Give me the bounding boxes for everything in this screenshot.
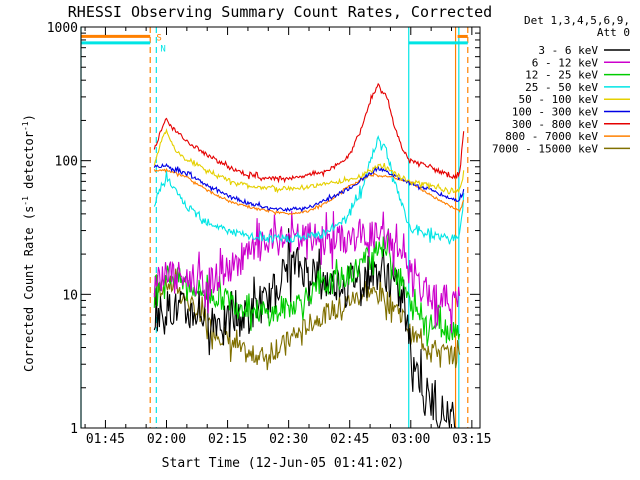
legend-label: 7000 - 15000 keV bbox=[492, 142, 598, 155]
series-line bbox=[153, 228, 456, 429]
legend-label: 800 - 7000 keV bbox=[505, 130, 598, 143]
axis-ticks: 01:45 02:00 02:15 02:30 02:45 03:00 03:15 1 10 10… bbox=[47, 21, 492, 447]
y-tick-label: 1 bbox=[70, 422, 78, 437]
legend-label: 25 - 50 keV bbox=[525, 81, 598, 94]
y-label-main: Corrected Count Rate (s bbox=[22, 206, 36, 372]
annotation-label: N bbox=[160, 45, 165, 55]
plot-content: SN bbox=[80, 27, 469, 429]
x-tick-label: 02:00 bbox=[147, 432, 186, 447]
series-line bbox=[153, 167, 465, 216]
y-label-sup-1: -1 bbox=[21, 196, 30, 206]
annotation-label: S bbox=[156, 33, 161, 43]
series-line bbox=[153, 127, 465, 195]
chart-title: RHESSI Observing Summary Count Rates, Co… bbox=[68, 3, 492, 21]
y-label-mid: detector bbox=[22, 131, 36, 196]
y-tick-label: 10 bbox=[62, 288, 78, 303]
x-axis-label: Start Time (12-Jun-05 01:41:02) bbox=[162, 456, 405, 471]
x-tick-label: 02:30 bbox=[269, 432, 308, 447]
legend-header-2: Att 0 bbox=[597, 26, 630, 39]
x-tick-label: 02:45 bbox=[330, 432, 369, 447]
x-tick-label: 01:45 bbox=[86, 432, 125, 447]
plot-frame bbox=[80, 26, 481, 429]
x-tick-label: 03:00 bbox=[391, 432, 430, 447]
legend-label: 300 - 800 keV bbox=[512, 118, 598, 131]
x-tick-label: 02:15 bbox=[208, 432, 247, 447]
y-axis-label: Corrected Count Rate (s-1 detector-1) bbox=[21, 114, 36, 372]
legend-label: 12 - 25 keV bbox=[525, 69, 598, 82]
x-tick-label: 03:15 bbox=[452, 432, 491, 447]
y-tick-label: 1000 bbox=[47, 21, 78, 36]
y-label-end: ) bbox=[22, 114, 36, 121]
series-line bbox=[153, 211, 461, 334]
legend-label: 3 - 6 keV bbox=[538, 44, 598, 57]
legend-header-1: Det 1,3,4,5,6,9, bbox=[524, 14, 630, 27]
series-line bbox=[153, 82, 465, 184]
y-tick-label: 100 bbox=[55, 155, 78, 170]
series-line bbox=[153, 135, 465, 245]
legend-label: 50 - 100 keV bbox=[519, 93, 599, 106]
legend-label: 6 - 12 keV bbox=[532, 56, 599, 69]
y-label-sup-2: -1 bbox=[21, 121, 30, 131]
legend-label: 100 - 300 keV bbox=[512, 106, 598, 119]
